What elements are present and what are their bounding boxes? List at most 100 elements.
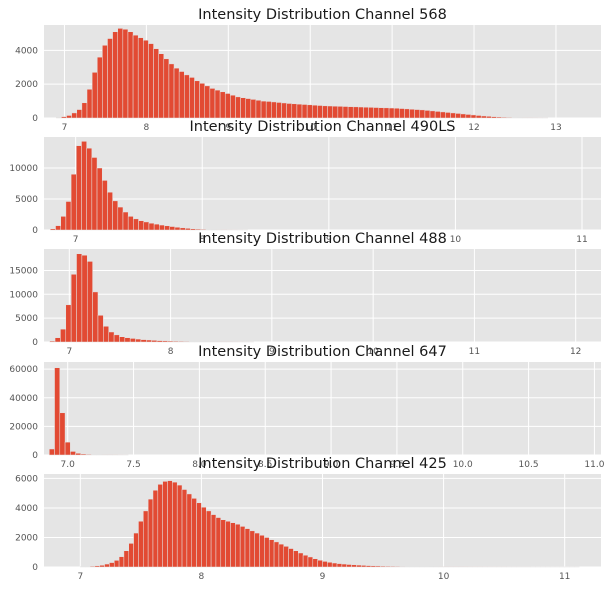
- histogram-panel-1: 7 8 9 10 11 12 13 0 2000 4000 Intensity Distributi…: [15, 7, 601, 133]
- histogram-bar: [383, 107, 390, 119]
- histogram-bar: [336, 563, 343, 568]
- histogram-bar: [118, 556, 125, 568]
- x-tick-label: 7: [77, 572, 83, 582]
- histogram-bar: [475, 115, 482, 119]
- histogram-bar: [209, 88, 216, 119]
- y-tick-label: 10000: [9, 290, 38, 300]
- y-tick-label: 2000: [15, 80, 38, 90]
- y-tick-label: 0: [32, 338, 38, 348]
- histogram-bar: [178, 341, 185, 343]
- histogram-bar: [64, 441, 71, 456]
- histogram-bar: [124, 337, 131, 343]
- histogram-bar: [128, 543, 134, 568]
- histogram-bar: [358, 106, 364, 119]
- y-tick-label: 6000: [15, 474, 38, 484]
- histogram-bar: [244, 528, 251, 568]
- histogram-bar: [501, 116, 508, 119]
- x-tick-label: 9: [320, 572, 326, 582]
- x-tick-label: 12: [468, 123, 479, 133]
- x-tick-label: 8: [199, 572, 205, 582]
- x-tick-label: 7.5: [126, 460, 140, 470]
- histogram-bar: [293, 550, 299, 568]
- histogram-bar: [301, 104, 308, 119]
- histogram-bar: [214, 89, 221, 119]
- histogram-bar: [239, 526, 246, 568]
- histogram-bar: [151, 340, 158, 343]
- histogram-bar: [264, 537, 270, 568]
- y-tick-label: 4000: [15, 46, 38, 56]
- histogram-panel-3: 7 8 9 10 11 12 0 5000 10000 15000 Intensity Distri…: [9, 231, 601, 357]
- histogram-bar: [196, 502, 202, 568]
- histogram-bar: [327, 562, 333, 568]
- histogram-bar: [424, 110, 431, 119]
- histogram-bar: [219, 91, 226, 119]
- y-tick-label: 0: [32, 114, 38, 124]
- histogram-bar: [429, 110, 436, 119]
- histogram-bar: [360, 565, 367, 568]
- histogram-bar: [399, 108, 405, 119]
- histogram-bar: [91, 72, 98, 119]
- plot-area: [44, 249, 601, 342]
- histogram-bar: [122, 28, 129, 119]
- histogram-bar: [157, 484, 163, 568]
- histogram-bar: [356, 564, 362, 568]
- x-tick-label: 10.0: [453, 460, 473, 470]
- histogram-bar: [162, 340, 169, 343]
- histogram-bar: [173, 67, 180, 119]
- histogram-bar: [91, 157, 98, 231]
- histogram-bar: [49, 448, 55, 456]
- histogram-bar: [148, 43, 154, 119]
- histogram-bar: [127, 31, 134, 119]
- y-tick-label: 60000: [9, 365, 38, 375]
- histogram-bar: [56, 117, 62, 119]
- histogram-bar: [107, 191, 113, 231]
- histogram-bar: [352, 106, 359, 119]
- histogram-bar: [496, 116, 502, 119]
- histogram-bar: [76, 109, 83, 119]
- x-tick-label: 7.0: [61, 460, 76, 470]
- histogram-bar: [54, 367, 61, 456]
- histogram-bar: [70, 173, 77, 231]
- histogram-bar: [322, 105, 328, 119]
- histogram-bar: [153, 48, 159, 119]
- histogram-bar: [184, 74, 190, 119]
- histogram-bar: [288, 548, 294, 568]
- histogram-bar: [265, 101, 272, 119]
- histogram-bar: [147, 498, 154, 568]
- y-tick-label: 5000: [15, 195, 38, 205]
- histogram-bar: [245, 98, 252, 119]
- histogram-bar: [71, 112, 78, 119]
- histogram-bar: [81, 102, 88, 119]
- histogram-bar: [123, 550, 130, 568]
- histogram-bar: [194, 80, 200, 119]
- histogram-bar: [66, 115, 72, 119]
- histogram-bar: [393, 107, 400, 119]
- chart-title: Intensity Distribution Channel 488: [198, 231, 447, 247]
- histogram-bar: [445, 112, 451, 119]
- histogram-bar: [140, 339, 147, 343]
- histogram-bar: [179, 227, 186, 231]
- histogram-bar: [146, 339, 152, 343]
- histogram-bar: [119, 336, 126, 343]
- histogram-bar: [104, 563, 110, 568]
- histogram-bar: [409, 108, 415, 119]
- histogram-bar: [281, 102, 287, 119]
- histogram-bar: [327, 105, 333, 119]
- x-tick-label: 7: [66, 347, 72, 357]
- histogram-bar: [225, 520, 231, 568]
- histogram-bar: [76, 145, 82, 231]
- histogram-bar: [101, 180, 108, 231]
- histogram-bar: [337, 106, 344, 119]
- histogram-bar: [108, 331, 115, 343]
- y-tick-label: 20000: [9, 422, 38, 432]
- histogram-bar: [322, 561, 328, 568]
- histogram-bar: [94, 565, 100, 568]
- histogram-bar: [380, 565, 386, 568]
- histogram-bar: [185, 228, 191, 231]
- x-tick-label: 11: [469, 347, 480, 357]
- histogram-bar: [107, 38, 113, 119]
- histogram-bar: [61, 116, 67, 119]
- x-tick-label: 7: [62, 123, 68, 133]
- histogram-bar: [286, 103, 293, 119]
- x-tick-label: 8: [199, 235, 205, 245]
